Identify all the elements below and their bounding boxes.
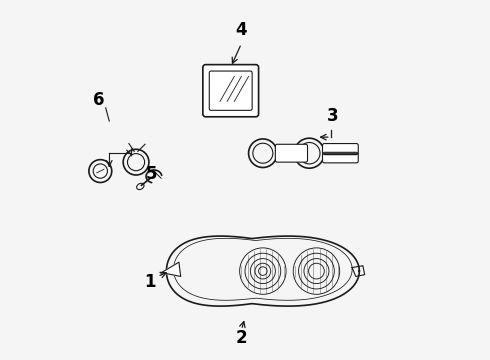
Text: 3: 3	[327, 107, 338, 125]
Polygon shape	[161, 262, 181, 276]
FancyBboxPatch shape	[275, 144, 308, 162]
Text: 4: 4	[236, 21, 247, 39]
Text: 6: 6	[93, 91, 104, 109]
FancyBboxPatch shape	[203, 64, 259, 117]
FancyBboxPatch shape	[322, 144, 358, 163]
Text: 2: 2	[236, 329, 247, 347]
FancyBboxPatch shape	[209, 71, 252, 111]
Text: 5: 5	[146, 165, 157, 183]
Text: 1: 1	[145, 273, 156, 291]
